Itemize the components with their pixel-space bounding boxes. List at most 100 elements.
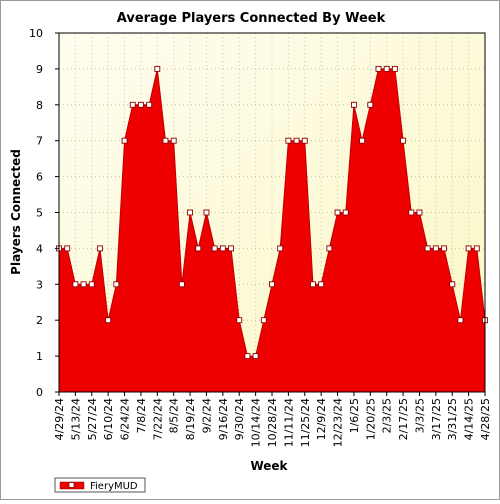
y-tick-label: 7	[36, 135, 43, 148]
x-tick-label: 10/28/24	[266, 398, 279, 447]
data-point	[146, 101, 153, 108]
data-point	[342, 209, 349, 216]
x-tick-label: 4/28/25	[479, 398, 492, 440]
y-tick-label: 1	[36, 350, 43, 363]
x-tick-label: 3/3/25	[413, 398, 426, 433]
legend-label: FieryMUD	[90, 481, 138, 492]
y-tick-label: 10	[29, 27, 43, 40]
y-axis-label: Players Connected	[9, 149, 23, 275]
x-tick-label: 3/17/25	[430, 398, 443, 440]
legend-marker-icon	[68, 482, 75, 488]
data-point	[178, 281, 185, 288]
data-point	[269, 281, 275, 288]
y-tick-label: 2	[36, 314, 43, 327]
x-tick-label: 9/2/24	[200, 398, 213, 433]
data-point	[424, 245, 431, 252]
data-point	[416, 209, 423, 216]
x-tick-label: 1/6/25	[348, 398, 361, 433]
x-axis-label: Week	[250, 459, 288, 473]
data-point	[310, 281, 316, 288]
series-area	[59, 68, 485, 393]
data-point	[236, 317, 243, 324]
data-point	[359, 137, 366, 144]
data-point	[137, 101, 144, 108]
data-point	[187, 209, 194, 216]
data-point	[121, 137, 128, 144]
y-axis-ticks: 0 1 2 3 4 5 6 7 8 9 10	[29, 27, 59, 399]
x-tick-label: 4/29/24	[53, 398, 66, 440]
data-point	[350, 101, 357, 108]
x-tick-label: 6/24/24	[119, 398, 132, 440]
x-tick-label: 1/20/25	[364, 398, 377, 440]
chart-title: Average Players Connected By Week	[117, 11, 386, 26]
data-point	[441, 245, 447, 252]
x-tick-label: 3/31/25	[446, 398, 459, 440]
x-tick-label: 8/19/24	[184, 398, 197, 440]
data-point	[162, 137, 169, 144]
y-tick-label: 0	[36, 386, 43, 399]
data-point	[326, 245, 333, 252]
x-tick-label: 2/17/25	[397, 398, 410, 440]
y-tick-label: 9	[36, 63, 43, 76]
data-point	[400, 137, 407, 144]
data-point	[129, 101, 136, 108]
data-point	[72, 281, 79, 288]
data-point	[88, 281, 95, 288]
x-tick-label: 7/22/24	[151, 398, 164, 440]
x-tick-label: 5/27/24	[86, 398, 99, 440]
data-point	[457, 317, 464, 324]
data-point	[334, 209, 341, 216]
data-point	[154, 65, 161, 72]
y-tick-label: 6	[36, 171, 43, 184]
data-point	[473, 245, 480, 252]
data-point	[293, 137, 300, 144]
data-point	[228, 245, 234, 252]
data-point	[195, 245, 202, 252]
x-tick-label: 12/23/24	[332, 398, 345, 447]
data-point	[449, 281, 456, 288]
data-point	[252, 353, 259, 360]
data-point	[170, 137, 177, 144]
data-point	[318, 281, 325, 288]
data-point	[285, 137, 292, 144]
x-tick-label: 9/16/24	[217, 398, 230, 440]
data-point	[211, 245, 218, 252]
data-point	[432, 245, 439, 252]
y-tick-label: 5	[36, 207, 43, 220]
data-point	[203, 209, 210, 216]
data-point	[391, 65, 398, 72]
x-tick-label: 4/14/25	[463, 398, 476, 440]
x-tick-label: 2/3/25	[381, 398, 394, 433]
data-point	[367, 101, 374, 108]
data-point	[408, 209, 415, 216]
x-tick-label: 9/30/24	[233, 398, 246, 440]
data-point	[105, 317, 112, 324]
data-point	[375, 65, 382, 72]
legend: FieryMUD	[54, 477, 146, 493]
x-axis-ticks: 4/29/24 5/13/24 5/27/24 6/10/24 6/24/24 7/8/2…	[53, 392, 492, 447]
data-point	[260, 317, 267, 324]
x-tick-label: 8/5/24	[168, 398, 181, 433]
y-tick-label: 4	[36, 242, 43, 255]
data-point	[113, 281, 120, 288]
x-tick-label: 6/10/24	[102, 398, 115, 440]
data-point	[277, 245, 284, 252]
data-point	[80, 281, 87, 288]
x-tick-label: 12/9/24	[315, 398, 328, 440]
data-point	[383, 65, 390, 72]
x-tick-label: 11/11/24	[282, 398, 295, 447]
data-point	[97, 245, 103, 252]
data-point	[244, 353, 251, 360]
x-tick-label: 10/14/24	[250, 398, 263, 447]
y-tick-label: 3	[36, 278, 43, 291]
data-point	[219, 245, 226, 252]
x-tick-label: 7/8/24	[135, 398, 148, 433]
data-point	[64, 245, 71, 252]
y-tick-label: 8	[36, 99, 43, 112]
x-tick-label: 5/13/24	[69, 398, 82, 440]
x-tick-label: 11/25/24	[299, 398, 312, 447]
data-point	[301, 137, 308, 144]
data-point	[465, 245, 472, 252]
